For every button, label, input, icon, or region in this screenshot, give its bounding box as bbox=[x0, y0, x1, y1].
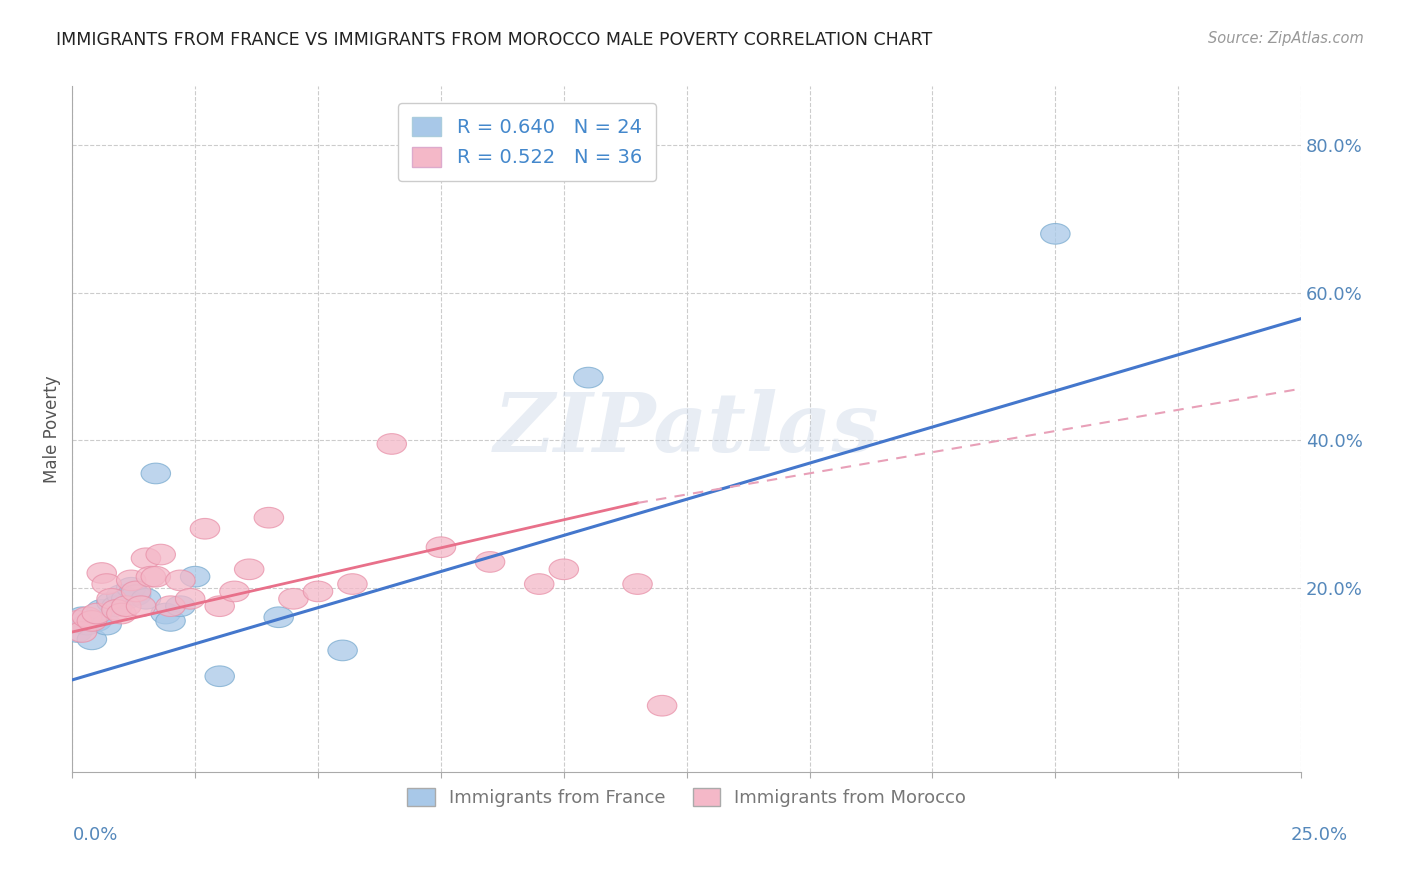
Ellipse shape bbox=[131, 548, 160, 568]
Ellipse shape bbox=[136, 566, 166, 587]
Text: 25.0%: 25.0% bbox=[1291, 826, 1347, 844]
Ellipse shape bbox=[117, 577, 146, 598]
Ellipse shape bbox=[176, 589, 205, 609]
Ellipse shape bbox=[82, 611, 111, 632]
Ellipse shape bbox=[97, 592, 127, 613]
Ellipse shape bbox=[304, 581, 333, 602]
Ellipse shape bbox=[67, 622, 97, 642]
Ellipse shape bbox=[127, 596, 156, 616]
Ellipse shape bbox=[67, 607, 97, 628]
Ellipse shape bbox=[156, 611, 186, 632]
Ellipse shape bbox=[205, 666, 235, 687]
Text: ZIPatlas: ZIPatlas bbox=[494, 389, 879, 469]
Ellipse shape bbox=[77, 629, 107, 649]
Ellipse shape bbox=[62, 622, 91, 642]
Ellipse shape bbox=[141, 566, 170, 587]
Ellipse shape bbox=[101, 599, 131, 620]
Ellipse shape bbox=[111, 589, 141, 609]
Ellipse shape bbox=[117, 570, 146, 591]
Ellipse shape bbox=[264, 607, 294, 628]
Ellipse shape bbox=[150, 603, 180, 624]
Legend: Immigrants from France, Immigrants from Morocco: Immigrants from France, Immigrants from … bbox=[401, 780, 973, 814]
Text: Source: ZipAtlas.com: Source: ZipAtlas.com bbox=[1208, 31, 1364, 46]
Ellipse shape bbox=[1040, 224, 1070, 244]
Ellipse shape bbox=[574, 368, 603, 388]
Ellipse shape bbox=[141, 463, 170, 483]
Ellipse shape bbox=[91, 574, 121, 594]
Ellipse shape bbox=[131, 589, 160, 609]
Ellipse shape bbox=[72, 607, 101, 628]
Ellipse shape bbox=[180, 566, 209, 587]
Ellipse shape bbox=[97, 589, 127, 609]
Ellipse shape bbox=[107, 603, 136, 624]
Y-axis label: Male Poverty: Male Poverty bbox=[44, 376, 60, 483]
Ellipse shape bbox=[219, 581, 249, 602]
Ellipse shape bbox=[524, 574, 554, 594]
Ellipse shape bbox=[121, 585, 150, 606]
Ellipse shape bbox=[235, 559, 264, 580]
Ellipse shape bbox=[87, 599, 117, 620]
Ellipse shape bbox=[77, 611, 107, 632]
Ellipse shape bbox=[647, 696, 676, 716]
Ellipse shape bbox=[101, 596, 131, 616]
Ellipse shape bbox=[166, 570, 195, 591]
Ellipse shape bbox=[111, 596, 141, 616]
Ellipse shape bbox=[623, 574, 652, 594]
Ellipse shape bbox=[475, 551, 505, 573]
Ellipse shape bbox=[254, 508, 284, 528]
Ellipse shape bbox=[62, 611, 91, 632]
Ellipse shape bbox=[91, 615, 121, 635]
Ellipse shape bbox=[166, 596, 195, 616]
Text: 0.0%: 0.0% bbox=[73, 826, 118, 844]
Ellipse shape bbox=[72, 615, 101, 635]
Ellipse shape bbox=[328, 640, 357, 661]
Ellipse shape bbox=[205, 596, 235, 616]
Ellipse shape bbox=[377, 434, 406, 454]
Text: IMMIGRANTS FROM FRANCE VS IMMIGRANTS FROM MOROCCO MALE POVERTY CORRELATION CHART: IMMIGRANTS FROM FRANCE VS IMMIGRANTS FRO… bbox=[56, 31, 932, 49]
Ellipse shape bbox=[107, 585, 136, 606]
Ellipse shape bbox=[426, 537, 456, 558]
Ellipse shape bbox=[190, 518, 219, 539]
Ellipse shape bbox=[82, 603, 111, 624]
Ellipse shape bbox=[121, 581, 150, 602]
Ellipse shape bbox=[550, 559, 578, 580]
Ellipse shape bbox=[337, 574, 367, 594]
Ellipse shape bbox=[278, 589, 308, 609]
Ellipse shape bbox=[87, 563, 117, 583]
Ellipse shape bbox=[146, 544, 176, 565]
Ellipse shape bbox=[156, 596, 186, 616]
